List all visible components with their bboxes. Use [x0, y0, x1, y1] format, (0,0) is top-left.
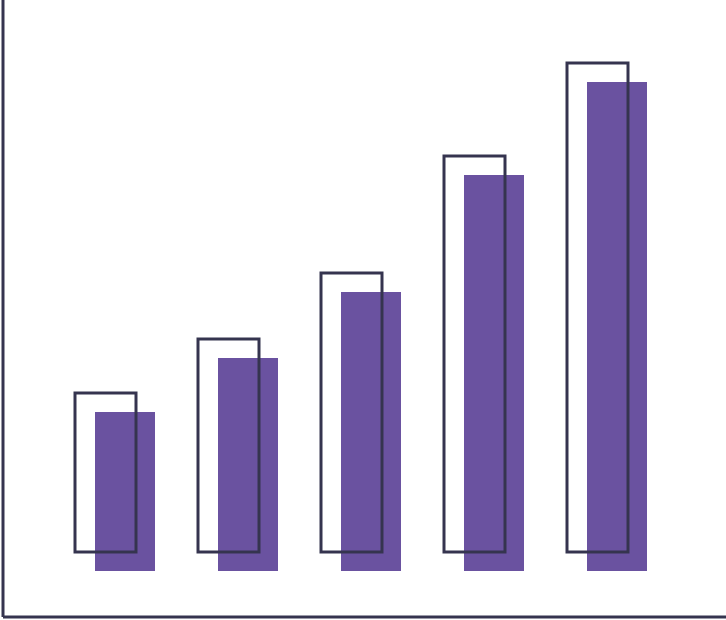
outline-bar-5 [565, 61, 630, 554]
filled-bar-1 [95, 412, 155, 571]
filled-bar-2 [218, 358, 278, 571]
outline-bar-3 [319, 271, 384, 554]
filled-bar-5 [587, 82, 647, 571]
outline-bar-4 [442, 154, 507, 554]
filled-bar-4 [464, 175, 524, 571]
outline-bar-1 [73, 391, 138, 554]
outline-bar-series [73, 61, 630, 554]
filled-bar-series [95, 82, 647, 571]
filled-bar-3 [341, 292, 401, 571]
outline-bar-2 [196, 337, 261, 554]
